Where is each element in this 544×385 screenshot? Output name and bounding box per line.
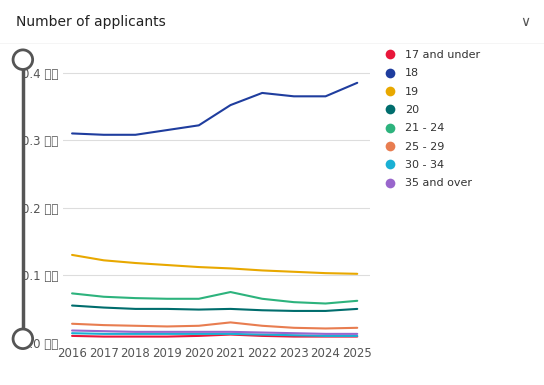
Text: Number of applicants: Number of applicants bbox=[16, 15, 166, 29]
Legend: 17 and under, 18, 19, 20, 21 - 24, 25 - 29, 30 - 34, 35 and over: 17 and under, 18, 19, 20, 21 - 24, 25 - … bbox=[379, 50, 480, 188]
Text: ∨: ∨ bbox=[520, 15, 530, 29]
